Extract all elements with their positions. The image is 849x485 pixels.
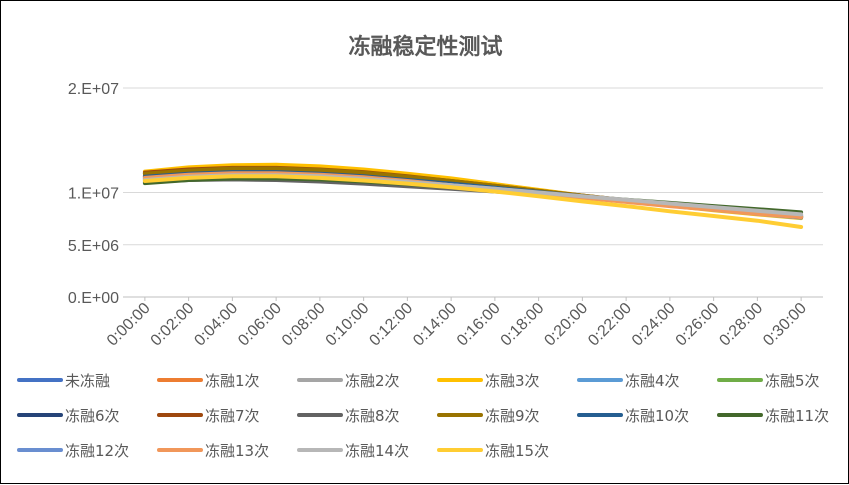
legend-item: 冻融10次 [577,404,689,426]
legend-swatch [157,378,203,382]
x-tick-label: 0:02:00 [148,300,198,350]
legend-label: 冻融10次 [625,406,690,425]
legend-label: 冻融9次 [485,406,540,425]
legend-item: 冻融12次 [17,439,129,461]
legend-label: 冻融15次 [485,441,550,460]
legend-swatch [297,378,343,382]
legend-swatch [157,413,203,417]
series-line-15 [142,174,804,229]
legend-swatch [717,378,763,382]
legend-swatch [577,378,623,382]
y-tick-label: 5.E+06 [68,238,119,255]
y-tick-label: 1.E+07 [68,186,119,203]
legend-label: 冻融4次 [625,371,680,390]
y-tick-label: 0.E+00 [68,290,119,307]
legend-swatch [17,378,63,382]
legend-label: 冻融14次 [345,441,410,460]
legend-swatch [577,413,623,417]
legend-swatch [17,413,63,417]
x-tick-label: 0:04:00 [191,300,241,350]
legend-swatch [297,413,343,417]
x-tick-label: 0:30:00 [760,300,810,350]
legend-label: 冻融13次 [205,441,270,460]
x-tick-label: 0:08:00 [279,300,329,350]
legend-label: 冻融7次 [205,406,260,425]
x-tick-label: 0:16:00 [454,300,504,350]
legend-swatch [437,378,483,382]
legend-item: 冻融8次 [297,404,400,426]
legend-swatch [17,448,63,452]
legend-item: 冻融7次 [157,404,260,426]
legend-item: 冻融11次 [717,404,829,426]
legend-item: 冻融9次 [437,404,540,426]
x-tick-label: 0:14:00 [410,300,460,350]
legend-label: 冻融1次 [205,371,260,390]
x-tick-label: 0:10:00 [323,300,373,350]
legend-item: 冻融2次 [297,369,400,391]
y-tick-label: 2.E+07 [68,81,119,98]
legend-item: 未冻融 [17,369,110,391]
legend-swatch [437,448,483,452]
x-tick-label: 0:20:00 [541,300,591,350]
legend-swatch [157,448,203,452]
legend-label: 冻融8次 [345,406,400,425]
legend-label: 冻融6次 [65,406,120,425]
x-tick-label: 0:24:00 [629,300,679,350]
legend-label: 冻融5次 [765,371,820,390]
series-lines [142,162,804,229]
legend-label: 冻融3次 [485,371,540,390]
x-tick-label: 0:22:00 [585,300,635,350]
x-tick-label: 0:06:00 [235,300,285,350]
legend-item: 冻融4次 [577,369,680,391]
legend-swatch [297,448,343,452]
legend-item: 冻融3次 [437,369,540,391]
legend-item: 冻融5次 [717,369,820,391]
legend-item: 冻融15次 [437,439,549,461]
x-tick-label: 0:28:00 [716,300,766,350]
x-tick-label: 0:26:00 [673,300,723,350]
y-axis-ticks: 0.E+00 5.E+06 1.E+07 2.E+07 [68,81,119,307]
chart-title: 冻融稳定性测试 [348,35,503,60]
legend-label: 冻融12次 [65,441,130,460]
gridlines [123,87,823,298]
legend-item: 冻融6次 [17,404,120,426]
legend-swatch [437,413,483,417]
legend-item: 冻融1次 [157,369,260,391]
legend-label: 冻融2次 [345,371,400,390]
x-tick-label: 0:18:00 [498,300,548,350]
x-tick-label: 0:12:00 [366,300,416,350]
legend-item: 冻融14次 [297,439,409,461]
x-tick-label: 0:00:00 [104,300,154,350]
legend-item: 冻融13次 [157,439,269,461]
legend-label: 冻融11次 [765,406,830,425]
legend-label: 未冻融 [65,371,111,390]
x-axis-ticks: 0:00:000:02:000:04:000:06:000:08:000:10:… [104,297,810,350]
legend-swatch [717,413,763,417]
